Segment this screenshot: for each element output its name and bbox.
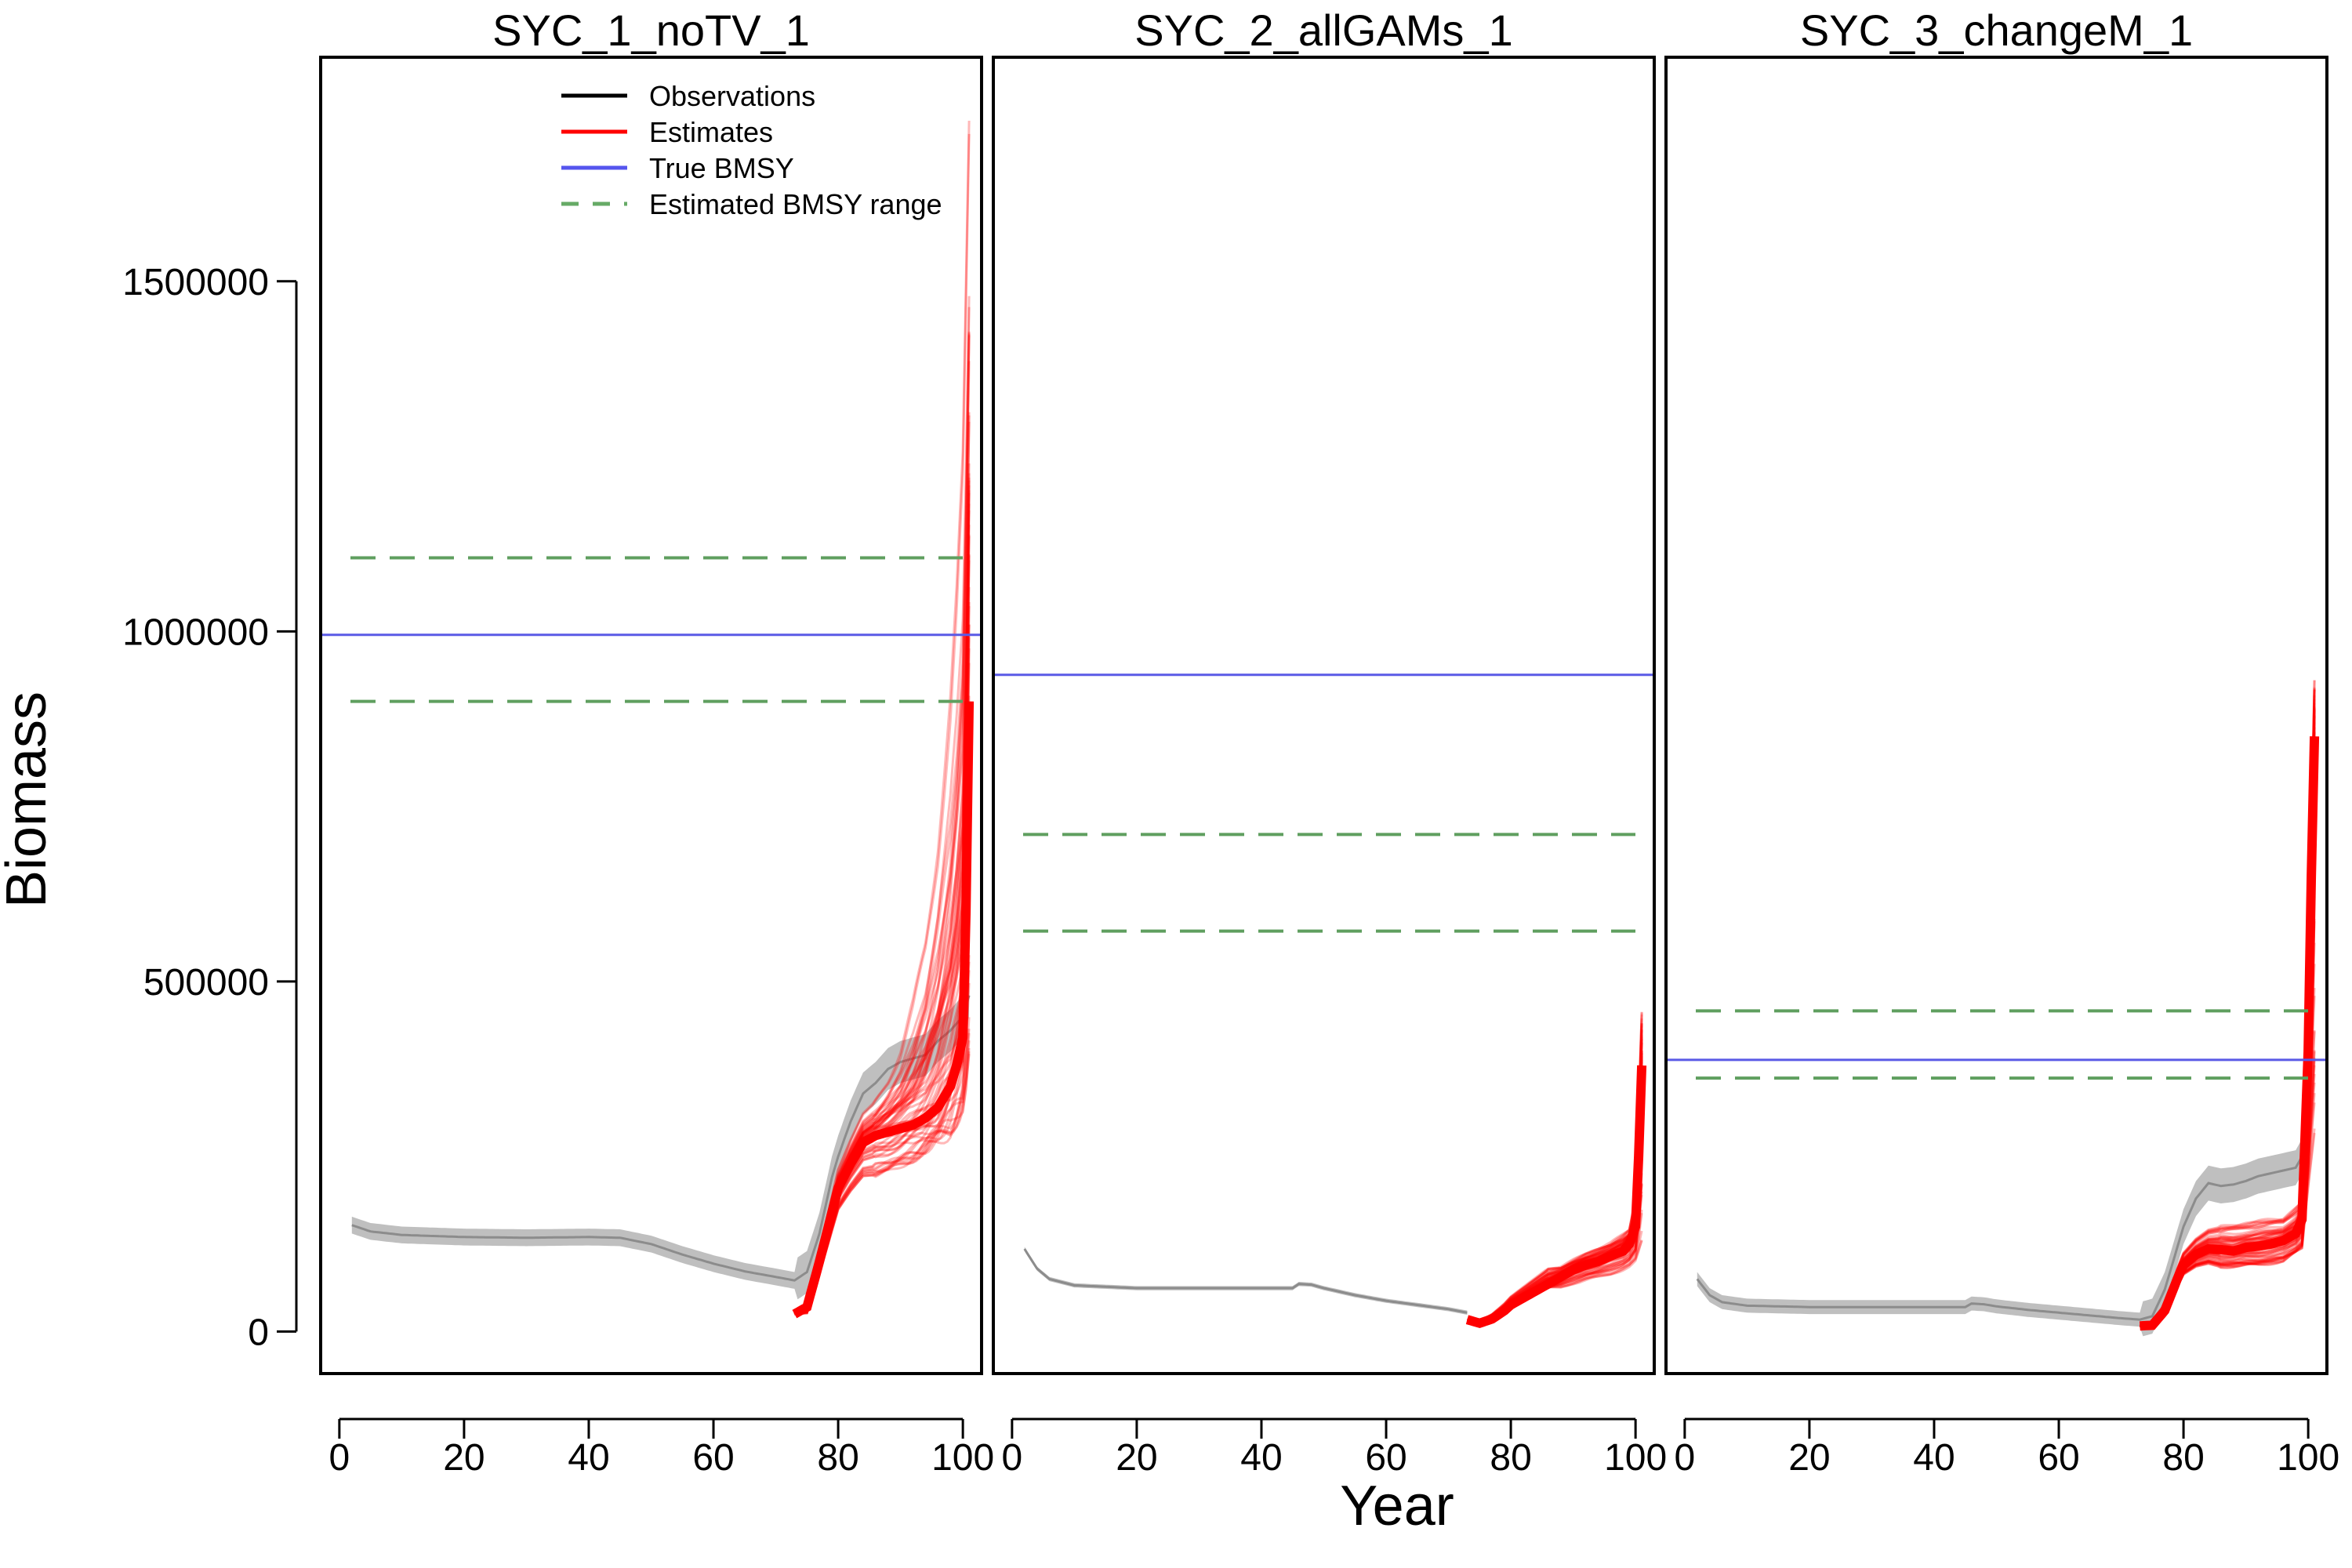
legend: Observations Estimates True BMSY Estimated … (561, 80, 942, 220)
estimate-line (793, 490, 971, 1316)
x-tick-label: 80 (1490, 1437, 1531, 1479)
panel-1: SYC_1_noTV_1 0 20 40 60 80 100 0 500000 1000000 15… (122, 5, 994, 1479)
plot-area (993, 673, 1654, 1328)
estimate-line (1466, 1106, 1643, 1325)
panel-2: SYC_2_allGAMs_1 0 20 40 60 80 100 (992, 5, 1667, 1479)
x-tick-label: 40 (1240, 1437, 1282, 1479)
estimate-line (1467, 1095, 1643, 1325)
y-tick-label: 1500000 (122, 262, 269, 303)
x-tick-label: 80 (817, 1437, 858, 1479)
x-tick-label: 0 (329, 1437, 350, 1479)
legend-label: Estimated BMSY range (649, 188, 942, 220)
estimate-median-line (1465, 1065, 1647, 1328)
plot-area (321, 120, 982, 1319)
estimate-line (1467, 1018, 1643, 1323)
y-tick-label: 0 (248, 1312, 269, 1353)
estimate-line (1466, 1123, 1643, 1325)
x-tick-label: 60 (692, 1437, 734, 1479)
estimate-median-line (792, 701, 975, 1319)
panel-frame (1664, 56, 2328, 1375)
x-tick-label: 20 (1116, 1437, 1157, 1479)
x-tick-label: 40 (1913, 1437, 1955, 1479)
x-axis: 0 20 40 60 80 100 (1675, 1417, 2339, 1479)
estimate-line (793, 485, 971, 1316)
panel-title: SYC_3_changeM_1 (1800, 5, 2193, 55)
legend-label: True BMSY (649, 152, 794, 184)
observations-band (1024, 1247, 1468, 1315)
x-axis: 0 20 40 60 80 100 (1002, 1417, 1667, 1479)
x-tick-label: 80 (2162, 1437, 2204, 1479)
x-tick-label: 60 (1365, 1437, 1406, 1479)
legend-label: Observations (649, 80, 815, 112)
estimate-line (1467, 1107, 1643, 1325)
estimate-line (793, 510, 971, 1316)
panel-frame (992, 56, 1656, 1375)
plot-area (1666, 680, 2327, 1337)
panel-title: SYC_1_noTV_1 (492, 5, 810, 55)
estimate-line (1466, 1123, 1643, 1325)
x-tick-label: 0 (1675, 1437, 1696, 1479)
panel-title: SYC_2_allGAMs_1 (1134, 5, 1512, 55)
estimate-median-line (2139, 736, 2320, 1331)
legend-label: Estimates (649, 116, 773, 148)
estimate-line (1466, 1111, 1643, 1325)
observations-line (1023, 1248, 1468, 1314)
estimate-line (793, 492, 971, 1316)
panel-frame (319, 56, 983, 1375)
x-tick-label: 60 (2038, 1437, 2079, 1479)
plot-layer: SYC_1_noTV_10 20 40 60 80 1000500000100000015… (122, 5, 2339, 1479)
panel-3: SYC_3_changeM_1 0 20 40 60 80 100 (1664, 5, 2339, 1479)
estimate-line (793, 503, 971, 1316)
observations-line (1696, 736, 2316, 1321)
estimate-line (1466, 1136, 1643, 1325)
y-axis-title: Biomass (0, 691, 58, 908)
x-tick-label: 20 (1788, 1437, 1830, 1479)
x-tick-label: 100 (1604, 1437, 1667, 1479)
estimate-line (1466, 1145, 1643, 1325)
y-tick-label: 500000 (143, 962, 269, 1004)
x-tick-label: 20 (443, 1437, 485, 1479)
x-axis: 0 20 40 60 80 100 (329, 1417, 994, 1479)
x-tick-label: 100 (931, 1437, 994, 1479)
x-tick-label: 40 (568, 1437, 609, 1479)
y-axis: 0 500000 1000000 1500000 (122, 262, 298, 1353)
observations-line (351, 995, 971, 1282)
x-axis-title: Year (1340, 1475, 1454, 1537)
x-tick-label: 0 (1002, 1437, 1023, 1479)
x-tick-label: 100 (2277, 1437, 2339, 1479)
y-tick-label: 1000000 (122, 612, 269, 653)
